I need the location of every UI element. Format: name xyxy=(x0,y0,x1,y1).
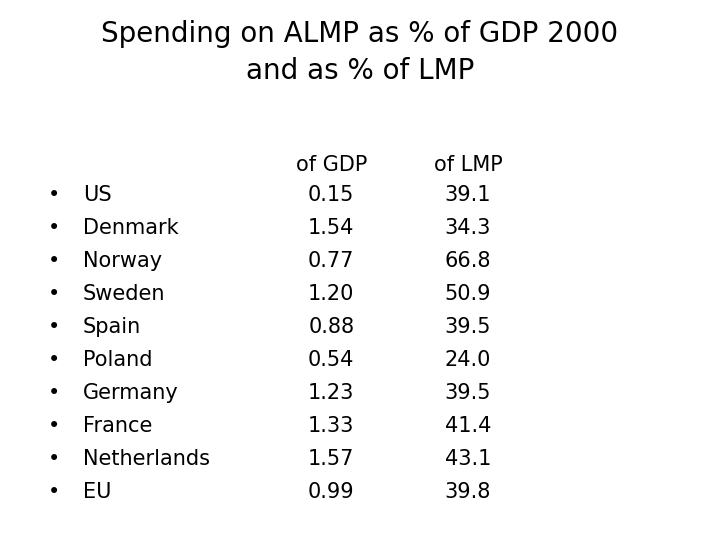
Text: of GDP: of GDP xyxy=(295,155,367,175)
Text: •: • xyxy=(48,416,60,436)
Text: 0.99: 0.99 xyxy=(308,482,354,502)
Text: Germany: Germany xyxy=(83,383,179,403)
Text: Spain: Spain xyxy=(83,317,141,337)
Text: 39.8: 39.8 xyxy=(445,482,491,502)
Text: 34.3: 34.3 xyxy=(445,218,491,238)
Text: •: • xyxy=(48,284,60,304)
Text: 39.1: 39.1 xyxy=(445,185,491,205)
Text: 24.0: 24.0 xyxy=(445,350,491,370)
Text: 1.54: 1.54 xyxy=(308,218,354,238)
Text: 1.20: 1.20 xyxy=(308,284,354,304)
Text: 1.23: 1.23 xyxy=(308,383,354,403)
Text: •: • xyxy=(48,482,60,502)
Text: •: • xyxy=(48,350,60,370)
Text: •: • xyxy=(48,251,60,271)
Text: •: • xyxy=(48,449,60,469)
Text: Denmark: Denmark xyxy=(83,218,179,238)
Text: Spending on ALMP as % of GDP 2000
and as % of LMP: Spending on ALMP as % of GDP 2000 and as… xyxy=(102,20,618,85)
Text: Netherlands: Netherlands xyxy=(83,449,210,469)
Text: •: • xyxy=(48,185,60,205)
Text: 41.4: 41.4 xyxy=(445,416,491,436)
Text: US: US xyxy=(83,185,112,205)
Text: 39.5: 39.5 xyxy=(445,317,491,337)
Text: Poland: Poland xyxy=(83,350,153,370)
Text: Norway: Norway xyxy=(83,251,162,271)
Text: 0.15: 0.15 xyxy=(308,185,354,205)
Text: 39.5: 39.5 xyxy=(445,383,491,403)
Text: 1.57: 1.57 xyxy=(308,449,354,469)
Text: •: • xyxy=(48,218,60,238)
Text: 50.9: 50.9 xyxy=(445,284,491,304)
Text: •: • xyxy=(48,383,60,403)
Text: of LMP: of LMP xyxy=(433,155,503,175)
Text: 43.1: 43.1 xyxy=(445,449,491,469)
Text: 1.33: 1.33 xyxy=(308,416,354,436)
Text: France: France xyxy=(83,416,152,436)
Text: 66.8: 66.8 xyxy=(445,251,491,271)
Text: 0.88: 0.88 xyxy=(308,317,354,337)
Text: •: • xyxy=(48,317,60,337)
Text: Sweden: Sweden xyxy=(83,284,166,304)
Text: 0.54: 0.54 xyxy=(308,350,354,370)
Text: EU: EU xyxy=(83,482,112,502)
Text: 0.77: 0.77 xyxy=(308,251,354,271)
